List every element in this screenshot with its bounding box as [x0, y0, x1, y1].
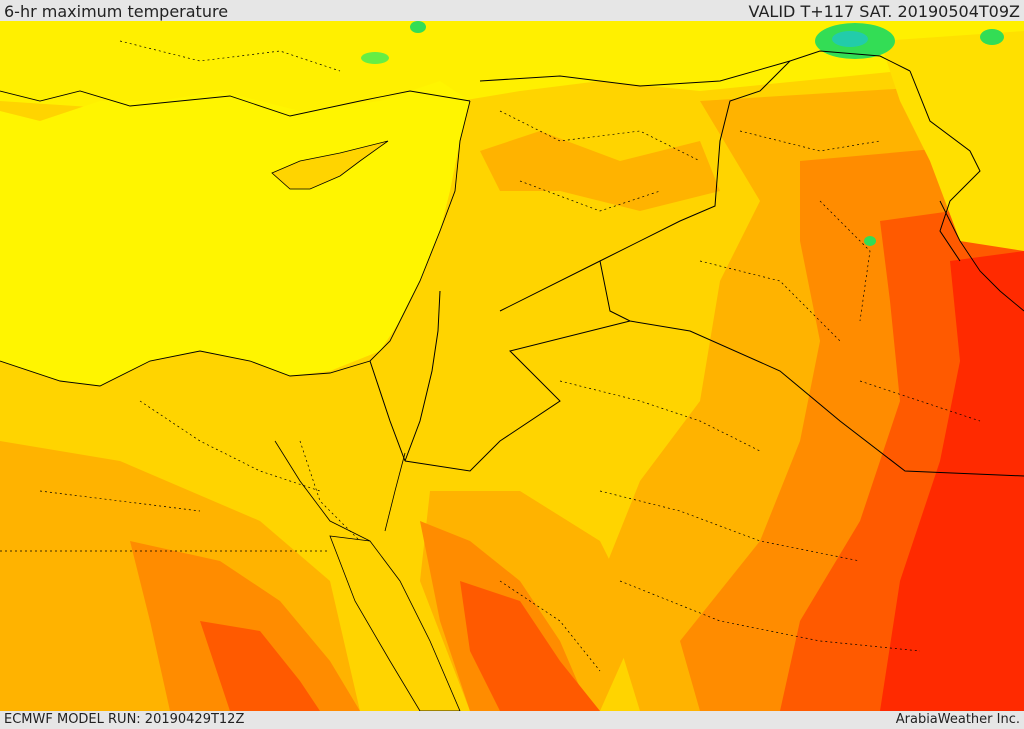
province-lines [0, 40, 981, 672]
red-sea [329, 535, 461, 711]
gulf-of-aqaba [384, 452, 406, 532]
model-run-label: ECMWF MODEL RUN: 20190429T12Z [4, 712, 245, 727]
egypt-israel-border [369, 360, 406, 462]
valid-time-label: VALID T+117 SAT. 20190504T09Z [748, 2, 1020, 21]
iraq-saudi-border [599, 260, 1024, 477]
credit-label: ArabiaWeather Inc. [895, 712, 1020, 727]
persian-gulf-coast [939, 200, 1024, 312]
very-hot-zone-hejaz [460, 581, 600, 711]
warmer-zone-north [480, 131, 720, 211]
turkey-coastline [0, 90, 471, 117]
hot-zone-africa [130, 541, 360, 711]
iran-iraq-border [909, 70, 981, 262]
hottest-zone-gulf [880, 251, 1024, 711]
levant-coastline [0, 100, 471, 387]
cyprus [271, 140, 389, 190]
hottest-zone-africa [200, 621, 320, 711]
syria-iraq-border [499, 60, 791, 312]
top-bar: 6-hr maximum temperature VALID T+117 SAT… [0, 0, 1024, 21]
jordan-israel-border [404, 290, 441, 462]
cool-spot-taurus [410, 21, 426, 33]
map-title: 6-hr maximum temperature [4, 2, 229, 21]
map-svg [0, 21, 1024, 711]
cool-spot-caucasus-teal [832, 31, 868, 47]
temperature-map [0, 21, 1024, 711]
jordan-saudi-border [404, 320, 631, 472]
cool-spot-anatolia [361, 52, 389, 64]
bottom-bar: ECMWF MODEL RUN: 20190429T12Z ArabiaWeat… [0, 711, 1024, 729]
cool-spot-zagros [864, 236, 876, 246]
cool-spot-iran [980, 29, 1004, 45]
cool-zone-turkey [0, 21, 1024, 111]
syria-turkey-border [479, 50, 911, 87]
